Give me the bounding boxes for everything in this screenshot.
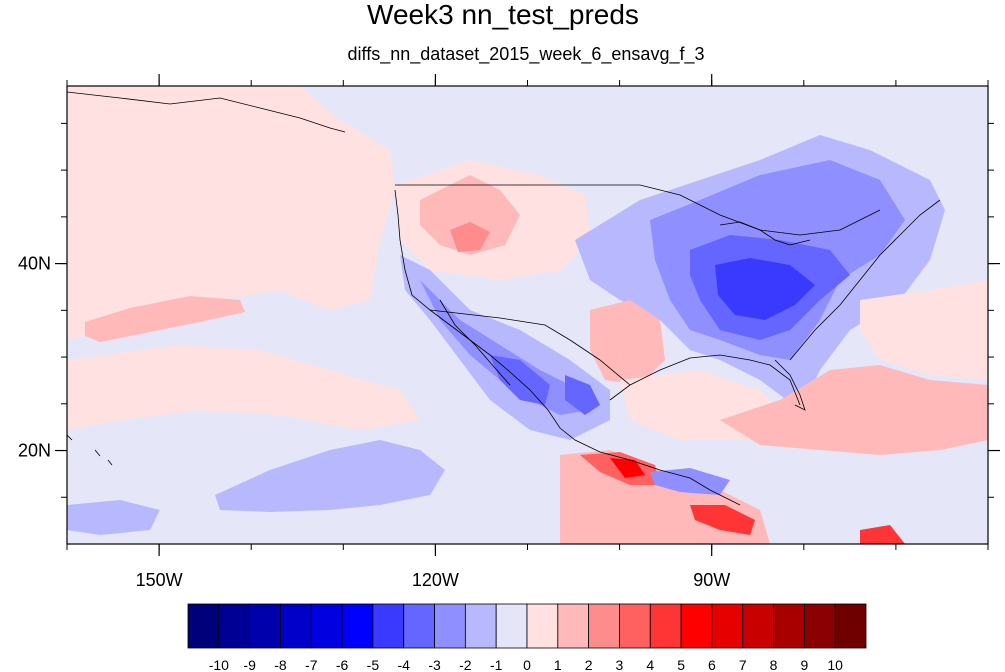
colorbar-box-16 [680,603,713,649]
x-tick-label-1: 120W [412,570,459,590]
pacific-south-blue [215,440,445,512]
us-canada-border [395,184,881,236]
colorbar-box-9 [464,603,497,649]
western-us-pink-core [450,222,490,252]
colorbar-label-7: -3 [428,657,441,672]
gulf-coast [609,354,801,406]
colorbar-box-5 [341,603,374,649]
y-tick-label-0: 20N [18,441,51,461]
colorbar-label-4: -6 [336,657,349,672]
colorbar-label-11: 1 [554,657,562,672]
hawaii [67,434,113,466]
mexico-blue [420,280,590,415]
colorbar-label-18: 8 [770,657,778,672]
colorbar-label-13: 3 [616,657,624,672]
colorbar-box-19 [773,603,805,649]
atlantic-pink-light [860,280,988,380]
colorbar-box-13 [588,603,620,649]
colorbar-label-8: -2 [459,657,472,672]
colorbar-box-3 [280,603,312,649]
colorbar-label-2: -8 [274,657,287,672]
central-america-red-south [690,505,755,535]
colorbar-label-6: -4 [398,657,411,672]
great-lakes [719,221,811,246]
colorbar-box-20 [803,603,836,649]
colorbar-box-4 [310,603,343,649]
coastlines [67,91,941,506]
colorbar-label-1: -9 [243,657,256,672]
colorbar-label-14: 4 [646,657,654,672]
western-us-pink-strong [420,175,520,255]
colorbar-box-15 [649,603,682,649]
colorbar-box-7 [403,603,435,649]
axis-ticks: 150W 120W 90W 20N 40N [18,74,1000,590]
colorbar-label-3: -7 [305,657,318,672]
pacific-pink-band-mid [67,345,420,430]
colorbar-label-12: 2 [585,657,593,672]
colorbar-box-21 [834,603,867,649]
colorbar-label-19: 9 [800,657,808,672]
y-tick-label-1: 40N [18,254,51,274]
texas-pink [590,300,665,385]
colorbar-label-15: 5 [677,657,685,672]
map-panel: 150W 120W 90W 20N 40N [18,74,1000,590]
colorbar-label-5: -5 [367,657,380,672]
colorbar-label-17: 7 [739,657,747,672]
colorbar-box-14 [619,603,651,649]
west-coast [394,189,741,506]
colorbar-box-18 [742,603,774,649]
east-coast [789,199,941,361]
pacific-pink-band-strong [85,296,245,342]
caribbean-pink [720,365,988,455]
central-america-blue [650,468,730,495]
florida-coast [774,359,806,411]
colorbar-box-10 [495,603,528,649]
pacific-pink-north [67,86,395,340]
x-tick-label-2: 90W [693,570,730,590]
map-title: Week3 nn_test_preds [367,0,639,30]
pacific-far-south-blue [67,500,160,535]
us-mexico-border [429,309,631,386]
colorbar-box-2 [249,603,281,649]
colorbar-box-6 [372,603,405,649]
mexico-blue-core-2 [565,375,600,415]
colorbar: -10 -9 -8 -7 -6 -5 -4 -3 -2 -1 0 1 2 3 4 5 6 7 8 9 10 [187,603,867,672]
se-corner-red [860,525,905,544]
baja-coast [439,299,511,386]
colorbar-box-8 [434,603,466,649]
colorbar-label-0: -10 [209,657,229,672]
colorbar-box-11 [526,603,559,649]
eastern-us-deep [715,258,815,320]
colorbar-box-0 [187,603,220,649]
colorbar-label-10: 0 [523,657,531,672]
colorbar-label-20: 10 [827,657,843,672]
colorbar-box-12 [557,603,590,649]
central-america-red-core [610,458,645,478]
colorbar-box-17 [711,603,744,649]
colorbar-label-9: -1 [490,657,503,672]
anomaly-field [67,86,988,544]
colorbar-box-1 [218,603,251,649]
colorbar-label-16: 6 [708,657,716,672]
x-tick-label-0: 150W [136,570,183,590]
map-subtitle: diffs_nn_dataset_2015_week_6_ensavg_f_3 [348,44,705,65]
alaska-coast [67,91,346,133]
